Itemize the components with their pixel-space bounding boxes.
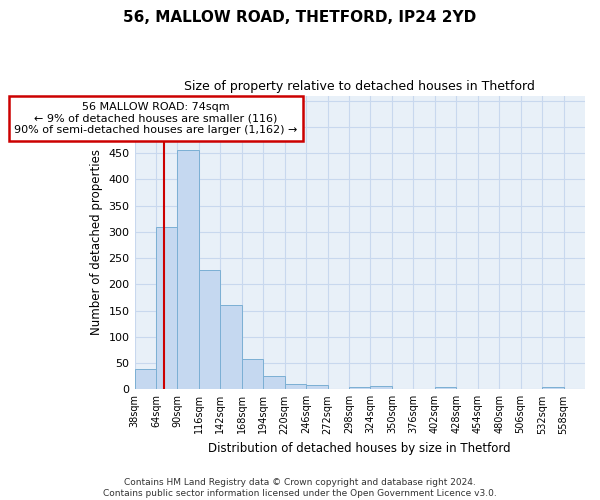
Bar [242, 359, 263, 390]
Bar [134, 370, 156, 390]
Text: 56 MALLOW ROAD: 74sqm
← 9% of detached houses are smaller (116)
90% of semi-deta: 56 MALLOW ROAD: 74sqm ← 9% of detached h… [14, 102, 298, 135]
Bar [263, 376, 284, 390]
Text: 56, MALLOW ROAD, THETFORD, IP24 2YD: 56, MALLOW ROAD, THETFORD, IP24 2YD [124, 10, 476, 25]
Bar [542, 386, 563, 390]
Bar [156, 226, 178, 390]
Bar [220, 306, 242, 390]
Bar [306, 384, 328, 390]
Bar [435, 386, 456, 390]
Bar [199, 270, 220, 390]
Bar [178, 150, 199, 390]
Bar [284, 384, 306, 390]
Bar [349, 386, 370, 390]
Y-axis label: Number of detached properties: Number of detached properties [90, 150, 103, 336]
X-axis label: Distribution of detached houses by size in Thetford: Distribution of detached houses by size … [208, 442, 511, 455]
Title: Size of property relative to detached houses in Thetford: Size of property relative to detached ho… [184, 80, 535, 93]
Bar [370, 386, 392, 390]
Text: Contains HM Land Registry data © Crown copyright and database right 2024.
Contai: Contains HM Land Registry data © Crown c… [103, 478, 497, 498]
